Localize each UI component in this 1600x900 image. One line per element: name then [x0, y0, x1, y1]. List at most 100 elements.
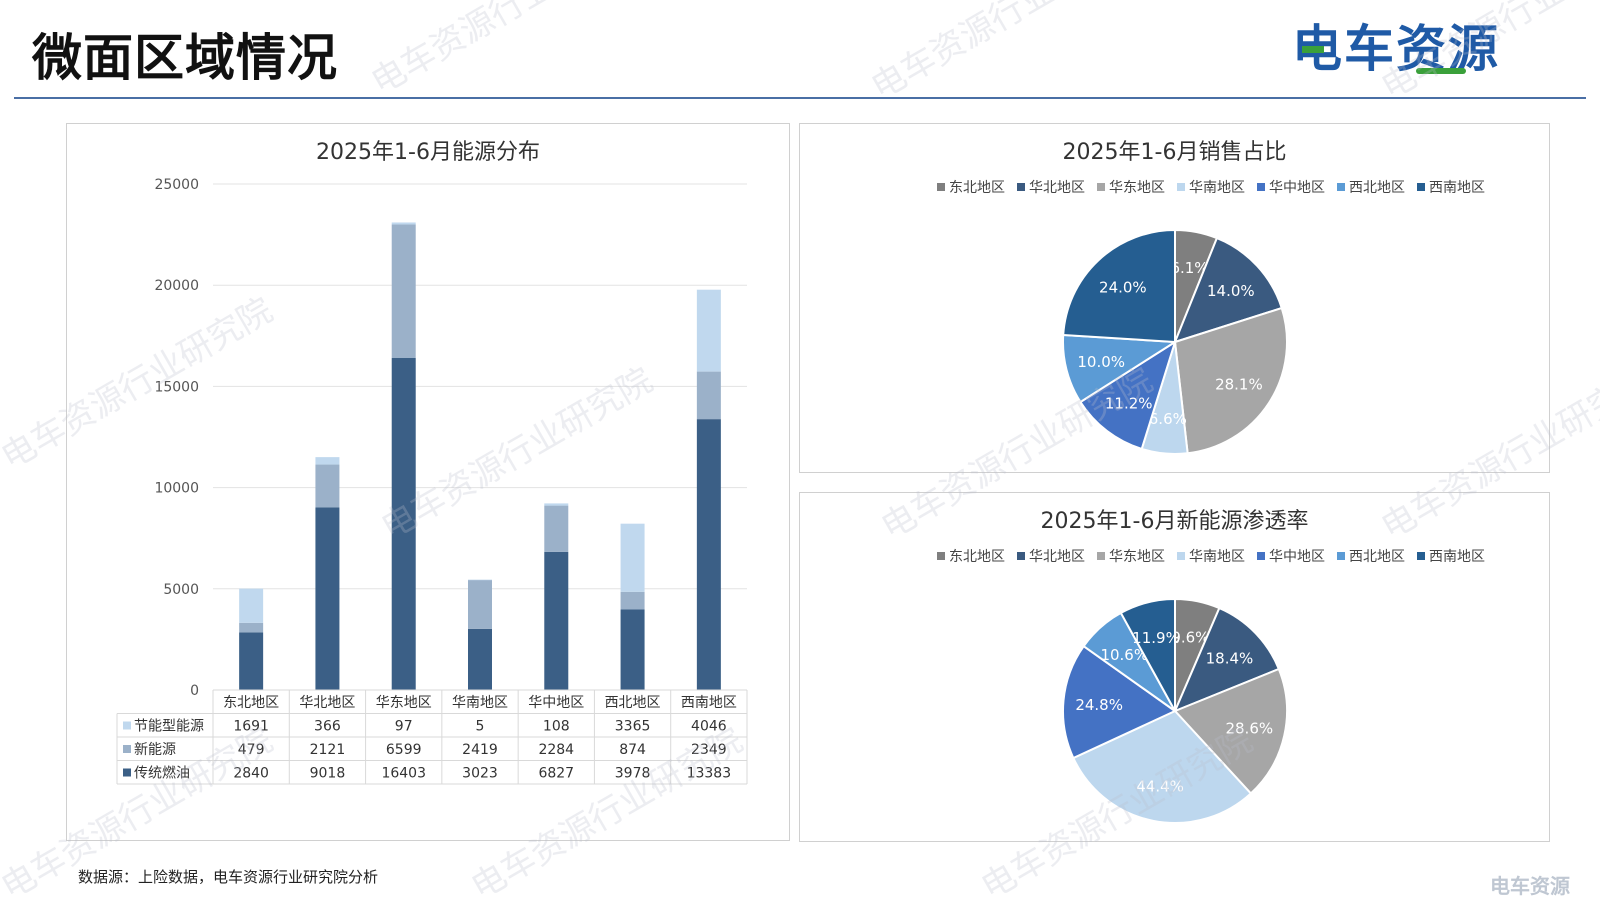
legend-swatch [1417, 552, 1425, 560]
pie-data-label: 28.6% [1225, 720, 1273, 738]
data-source-note: 数据源：上险数据，电车资源行业研究院分析 [78, 868, 379, 886]
x-category-label: 华东地区 [376, 695, 432, 711]
pie-data-label: 6.1% [1170, 259, 1208, 277]
table-series-label: 节能型能源 [134, 719, 204, 735]
energy-distribution-panel: 2025年1-6月能源分布 0 5000 10000 15000 20000 25000 东… [66, 123, 790, 841]
legend-swatch [1257, 183, 1265, 191]
bar-segment [544, 551, 569, 690]
pie-slice [1173, 606, 1281, 713]
bar-segment [620, 591, 645, 610]
pie-data-label: 24.8% [1075, 696, 1123, 714]
legend-label: 西南地区 [1429, 180, 1485, 196]
legend-label: 华东地区 [1109, 549, 1165, 565]
pie-data-label: 44.4% [1136, 778, 1184, 796]
nev-penetration-chart: 东北地区 华北地区 华东地区 华南地区 华中地区 西北地区 西南地区 9.6% 18.4% 28.… [937, 549, 1485, 824]
legend-swatch [1017, 552, 1025, 560]
bar-segment [620, 609, 645, 690]
data-label: 6599 [386, 742, 422, 758]
legend-label: 华南地区 [1189, 549, 1245, 565]
y-tick-label: 0 [190, 683, 199, 699]
bar-segment [239, 588, 264, 623]
bar-segment [315, 457, 340, 465]
data-label: 2284 [538, 742, 574, 758]
data-label: 5 [476, 719, 485, 735]
legend-swatch [1177, 183, 1185, 191]
data-label: 13383 [687, 766, 732, 782]
pie-slice [1072, 709, 1253, 824]
x-category-label: 华中地区 [528, 695, 584, 711]
legend-swatch [1257, 552, 1265, 560]
brand-logo-accent-2 [1416, 68, 1466, 74]
data-label: 479 [238, 742, 265, 758]
bar-segment [696, 419, 721, 690]
legend-swatch [1097, 552, 1105, 560]
y-tick-label: 10000 [154, 481, 199, 497]
pie-data-label: 6.6% [1149, 410, 1187, 428]
pie-data-label: 28.1% [1215, 375, 1263, 393]
legend-label: 华南地区 [1189, 180, 1245, 196]
legend-swatch [937, 552, 945, 560]
brand-logo: 电车资源 [1292, 20, 1498, 78]
legend-label: 华中地区 [1269, 549, 1325, 565]
table-legend-key [123, 768, 131, 777]
data-label: 2840 [233, 766, 269, 782]
pie-slice [1062, 644, 1177, 760]
pie-data-label: 10.6% [1100, 646, 1148, 664]
legend-label: 西北地区 [1349, 549, 1405, 565]
table-series-label: 传统燃油 [134, 765, 190, 782]
pie-data-label: 9.6% [1171, 628, 1209, 646]
data-label: 2419 [462, 742, 498, 758]
table-legend-key [123, 721, 131, 730]
data-label: 366 [314, 719, 341, 735]
energy-distribution-chart: 0 5000 10000 15000 20000 25000 东北地区 华北地区 华东地区 华南地… [116, 177, 748, 785]
legend-label: 华东地区 [1109, 180, 1165, 196]
y-tick-label: 5000 [163, 582, 199, 598]
bar-segment [544, 503, 569, 506]
sales-share-panel: 2025年1-6月销售占比 东北地区 华北地区 华东地区 华南地区 华中地区 西北地区 西南… [799, 123, 1550, 473]
data-label: 16403 [381, 766, 426, 782]
bar-segment [696, 371, 721, 420]
pie-slice [1079, 339, 1177, 451]
watermark-text: 电车资源行业研究院 [865, 0, 1150, 108]
legend-label: 华北地区 [1029, 549, 1085, 565]
pie-slice [1119, 597, 1176, 712]
bar-segment [315, 464, 340, 508]
legend-label: 西南地区 [1429, 549, 1485, 565]
table-series-label: 新能源 [134, 742, 176, 758]
brand-logo-accent [1302, 46, 1324, 53]
y-tick-label: 15000 [154, 379, 199, 395]
bar-segment [468, 628, 492, 690]
bar-segment [391, 222, 416, 225]
bar-segment [468, 579, 492, 581]
legend-label: 西北地区 [1349, 180, 1405, 196]
pie-data-label: 10.0% [1077, 353, 1125, 371]
y-tick-label: 20000 [154, 278, 199, 294]
x-category-label: 东北地区 [223, 695, 279, 711]
bar-segment [239, 632, 264, 690]
nev-penetration-panel: 2025年1-6月新能源渗透率 东北地区 华北地区 华东地区 华南地区 华中地区 西北地区… [799, 492, 1550, 842]
legend-swatch [1097, 183, 1105, 191]
legend-swatch [1337, 183, 1345, 191]
data-label: 2349 [691, 742, 727, 758]
bar-segment [391, 358, 416, 690]
bar-segment [544, 505, 569, 552]
page-title: 微面区域情况 [32, 29, 338, 87]
data-label: 1691 [233, 719, 269, 735]
bar-chart-title: 2025年1-6月能源分布 [316, 140, 540, 165]
legend-label: 东北地区 [949, 180, 1005, 196]
bar-segment [315, 507, 340, 690]
header-divider [14, 97, 1586, 99]
legend-swatch [937, 183, 945, 191]
data-label: 874 [619, 742, 646, 758]
table-legend-key [123, 745, 131, 753]
pie-data-label: 24.0% [1099, 278, 1147, 296]
y-tick-label: 25000 [154, 177, 199, 193]
legend-label: 华中地区 [1269, 180, 1325, 196]
watermark-text: 电车资源行业研究院 [365, 0, 650, 103]
pie1-chart-title: 2025年1-6月销售占比 [1062, 140, 1287, 165]
pie-slice [1173, 306, 1288, 455]
pie-data-label: 18.4% [1206, 650, 1254, 668]
data-label: 108 [543, 719, 570, 735]
x-category-label: 华北地区 [299, 695, 355, 711]
bar-segment [696, 289, 721, 372]
